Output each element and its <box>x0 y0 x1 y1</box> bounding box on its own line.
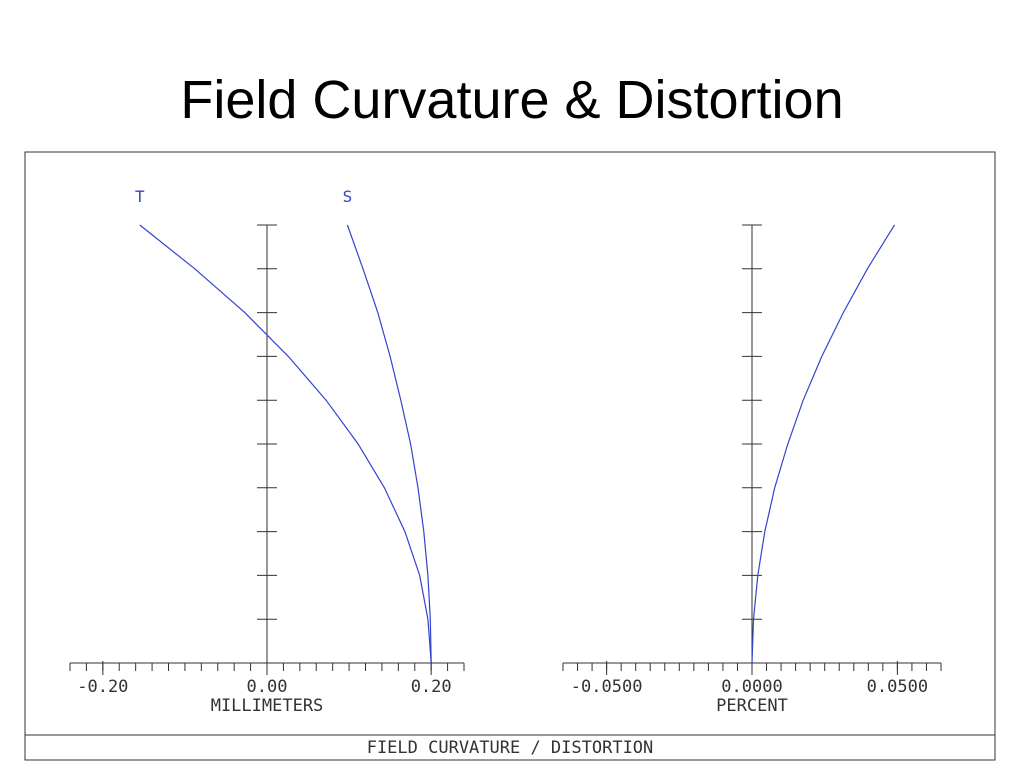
x-tick-label: 0.0500 <box>867 677 928 697</box>
frame <box>24 151 996 761</box>
curve <box>346 224 432 664</box>
footer: FIELD CURVATURE / DISTORTION <box>367 738 654 758</box>
slide-title: Field Curvature & Distortion <box>180 70 843 130</box>
curve <box>139 224 432 664</box>
x-tick-label: -0.20 <box>77 677 128 697</box>
x-tick-label: 0.0000 <box>721 677 782 697</box>
x-axis-label: PERCENT <box>716 696 788 716</box>
x-tick-label: 0.20 <box>411 677 452 697</box>
series-label: S <box>343 187 353 206</box>
curve <box>751 224 896 664</box>
x-axis-label: MILLIMETERS <box>211 696 324 716</box>
x-tick-label: -0.0500 <box>571 677 643 697</box>
series-label: T <box>135 187 145 206</box>
x-tick-label: 0.00 <box>247 677 288 697</box>
